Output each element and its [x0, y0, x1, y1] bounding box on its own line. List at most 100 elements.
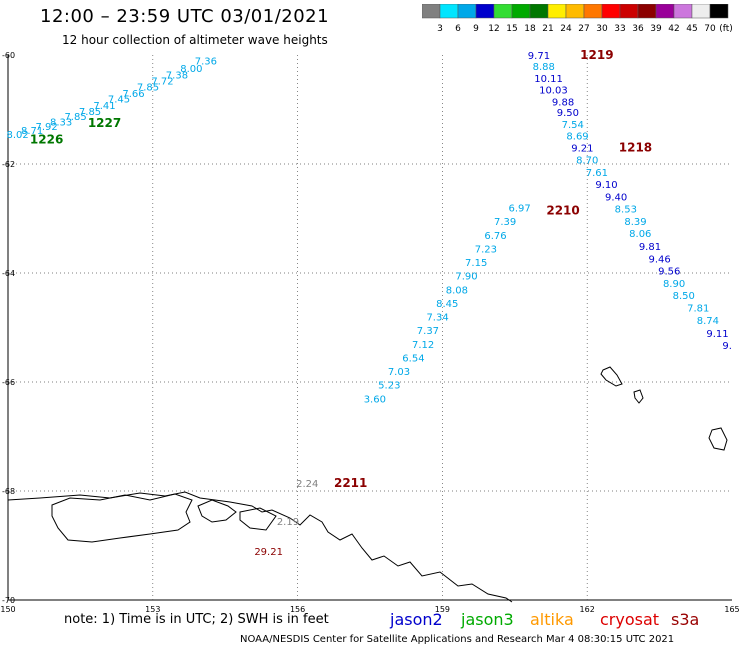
colorbar-swatch	[709, 4, 729, 19]
track-number-label: 1218	[619, 141, 652, 155]
wave-height-label: 8.74	[697, 316, 719, 327]
wave-height-label: 9.	[722, 341, 732, 352]
colorbar-tick-label: 6	[455, 24, 461, 34]
colorbar-tick-label: 33	[614, 24, 625, 34]
page-subtitle: 12 hour collection of altimeter wave hei…	[62, 33, 328, 47]
wave-height-label: 10.11	[534, 74, 563, 85]
wave-height-label: 10.03	[539, 85, 568, 96]
track-number-label: 1219	[580, 48, 613, 62]
wave-height-label: 7.92	[35, 122, 57, 133]
wave-height-label: 7.45	[108, 95, 130, 106]
wave-height-label: 8.45	[436, 299, 458, 310]
footnote: note: 1) Time is in UTC; 2) SWH is in fe…	[64, 612, 329, 627]
wave-height-label: 8.02	[7, 130, 29, 141]
colorbar-unit-label: (ft)	[719, 24, 733, 34]
wave-height-label: 7.38	[166, 71, 188, 82]
axis-tick-labels: 150 153 156 159 162 165 -60 -62 -64 -66 -68 -70	[0, 51, 739, 614]
wave-height-label: 2.19	[277, 517, 299, 528]
wave-height-label: 7.36	[195, 56, 217, 67]
longitude-tick-label: 150	[0, 605, 15, 614]
wave-height-label: 29.21	[254, 547, 283, 558]
wave-height-label: 3.60	[364, 394, 386, 405]
wave-height-label: 6.54	[402, 353, 424, 364]
wave-height-label: 7.15	[465, 258, 487, 269]
wave-height-label: 8.71	[21, 126, 43, 137]
satellite-legend-cryosat: cryosat	[600, 610, 660, 629]
colorbar-tick-label: 30	[596, 24, 608, 34]
satellite-legend-jason3: jason3	[461, 610, 514, 629]
wave-height-label: 6.76	[484, 231, 506, 242]
wave-height-label: 9.71	[528, 51, 550, 62]
longitude-tick-label: 159	[435, 605, 450, 614]
wave-height-label: 7.39	[494, 217, 516, 228]
colorbar-tick-label: 70	[704, 24, 716, 34]
credit-line: NOAA/NESDIS Center for Satellite Applica…	[240, 634, 675, 645]
wave-height-label: 6.97	[508, 204, 530, 215]
map-frame	[7, 55, 732, 601]
wave-height-label: 8.33	[50, 117, 72, 128]
wave-height-map: 150 153 156 159 162 165 -60 -62 -64 -66 -68 -70 8.0…	[0, 48, 739, 614]
wave-height-label: 7.37	[417, 326, 439, 337]
wave-height-label: 9.40	[605, 193, 627, 204]
wave-height-label: 8.08	[446, 285, 468, 296]
wave-height-label: 9.10	[595, 180, 617, 191]
colorbar-tick-label: 45	[686, 24, 697, 34]
track-number-labels: 1226 1227 1219 1218 2210 2211	[30, 48, 652, 490]
latitude-tick-label: -60	[2, 51, 15, 60]
antarctic-coastline	[7, 366, 728, 603]
colorbar-tick-label: 15	[506, 24, 517, 34]
wave-height-label: 8.70	[576, 156, 598, 167]
wave-height-label: 2.24	[296, 479, 318, 490]
wave-height-label: 7.81	[687, 303, 709, 314]
satellite-legend-jason2: jason2	[390, 610, 443, 629]
colorbar-tick-label: 27	[578, 24, 589, 34]
graticule-grid	[8, 55, 732, 600]
wave-height-label: 7.90	[455, 272, 477, 283]
colorbar-tick-label: 39	[650, 24, 662, 34]
wave-height-label: 7.34	[426, 313, 448, 324]
wave-height-label: 7.61	[586, 168, 608, 179]
track-number-label: 1226	[30, 132, 63, 146]
wave-height-label: 7.41	[93, 101, 115, 112]
wave-height-label: 8.06	[629, 229, 651, 240]
colorbar-tick-label: 9	[473, 24, 479, 34]
longitude-tick-label: 165	[724, 605, 739, 614]
wave-height-label: 8.00	[180, 64, 202, 75]
track-number-label: 2211	[334, 476, 367, 490]
wave-height-label: 7.85	[137, 83, 159, 94]
track-number-label: 1227	[88, 116, 121, 130]
longitude-tick-label: 156	[290, 605, 305, 614]
colorbar-tick-label: 21	[542, 24, 553, 34]
wave-height-label: 7.12	[412, 340, 434, 351]
wave-height-label: 8.88	[533, 62, 555, 73]
page-title: 12:00 – 23:59 UTC 03/01/2021	[40, 6, 330, 27]
latitude-tick-label: -66	[2, 378, 15, 387]
track-number-label: 2210	[546, 203, 579, 217]
colorbar-tick-label: 42	[668, 24, 679, 34]
colorbar-tick-label: 12	[488, 24, 499, 34]
wave-height-label: 9.21	[571, 144, 593, 155]
wave-height-label: 9.46	[648, 254, 670, 265]
wave-height-label: 8.69	[566, 132, 588, 143]
wave-height-label: 8.50	[673, 291, 695, 302]
wave-height-label: 7.03	[388, 367, 410, 378]
longitude-tick-label: 153	[145, 605, 160, 614]
wave-height-label: 7.85	[79, 107, 101, 118]
wave-height-label: 7.23	[475, 244, 497, 255]
wave-height-label: 9.11	[706, 329, 728, 340]
colorbar-tick-label: 18	[524, 24, 536, 34]
wave-height-points: 8.028.717.928.337.857.857.417.457.667.85…	[7, 51, 732, 558]
colorbar-tick-label: 36	[632, 24, 644, 34]
wave-height-label: 9.81	[639, 242, 661, 253]
wave-height-label: 8.90	[663, 279, 685, 290]
latitude-tick-label: -62	[2, 160, 15, 169]
satellite-legend-s3a: s3a	[671, 610, 700, 629]
colorbar-tick-label: 3	[437, 24, 443, 34]
satellite-legend-altika: altika	[530, 610, 574, 629]
wave-height-label: 7.54	[562, 120, 584, 131]
wave-height-label: 7.72	[151, 77, 173, 88]
wave-height-label: 9.88	[552, 97, 574, 108]
latitude-tick-label: -70	[2, 596, 15, 605]
latitude-tick-label: -68	[2, 487, 15, 496]
